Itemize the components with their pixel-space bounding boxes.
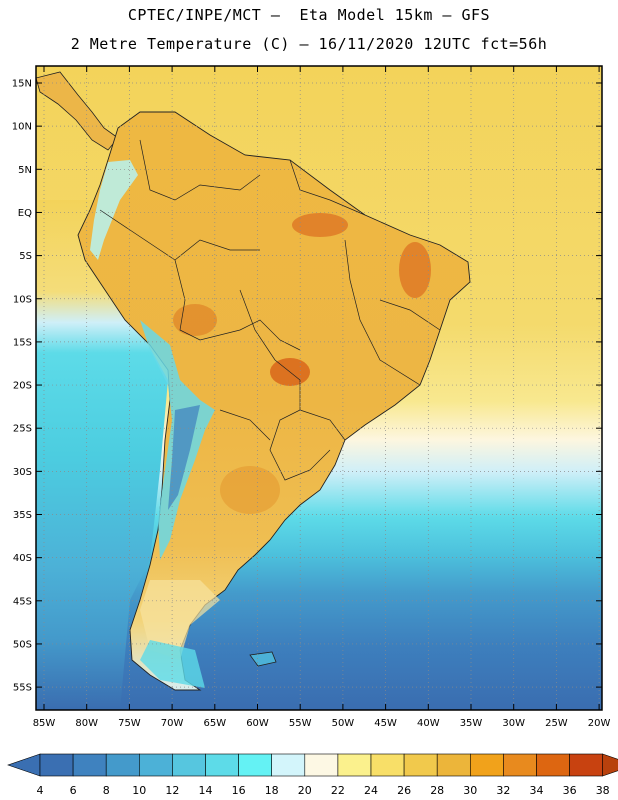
- colorbar-value-label: 20: [298, 784, 312, 797]
- colorbar-swatch: [139, 753, 173, 777]
- colorbar-value-label: 38: [596, 784, 610, 797]
- latitude-label: 45S: [13, 596, 32, 607]
- latitude-label: 40S: [13, 553, 32, 564]
- map-title: CPTEC/INPE/MCT – Eta Model 15km – GFS: [127, 6, 491, 24]
- latitude-label: 10S: [13, 294, 32, 305]
- colorbar-swatch: [370, 753, 405, 777]
- colorbar-swatch: [337, 753, 372, 777]
- colorbar-value-label: 28: [430, 784, 444, 797]
- map-frame: [35, 65, 603, 711]
- colorbar-value-label: 18: [265, 784, 279, 797]
- colorbar-swatch: [72, 753, 107, 777]
- longitude-label: 35W: [460, 718, 483, 729]
- longitude-label: 55W: [289, 718, 312, 729]
- color-legend: 4 6 8 10 12 14 16 18 20 22 24 26 28 30 32 34 36 38: [7, 753, 618, 797]
- latitude-label: 5N: [18, 165, 32, 176]
- longitude-label: 45W: [374, 718, 397, 729]
- colorbar-value-label: 36: [563, 784, 577, 797]
- colorbar-value-label: 12: [165, 784, 179, 797]
- colorbar-value-label: 32: [496, 784, 510, 797]
- colorbar-value-label: 8: [103, 784, 110, 797]
- longitude-label: 85W: [33, 718, 56, 729]
- longitude-axis: 85W 80W 75W 70W 65W 60W 55W 50W 45W 40W 35W 30W 25W 2…: [33, 66, 611, 729]
- longitude-label: 30W: [502, 718, 525, 729]
- colorbar-swatch: [304, 753, 339, 777]
- latitude-label: 55S: [13, 683, 32, 694]
- hot-spot-bolivia: [173, 304, 217, 336]
- longitude-label: 40W: [417, 718, 440, 729]
- latitude-label: 15N: [12, 79, 32, 90]
- graticule: [36, 66, 602, 710]
- longitude-label: 70W: [161, 718, 184, 729]
- colorbar-value-label: 16: [232, 784, 246, 797]
- colorbar-value-label: 6: [70, 784, 77, 797]
- longitude-label: 20W: [588, 718, 611, 729]
- colorbar-swatch: [39, 753, 74, 777]
- country-borders: [99, 139, 441, 481]
- colorbar-value-label: 14: [199, 784, 213, 797]
- latitude-label: 10N: [12, 122, 32, 133]
- longitude-label: 25W: [545, 718, 568, 729]
- colorbar-swatch: [205, 753, 239, 777]
- colorbar-value-label: 24: [364, 784, 378, 797]
- colorbar-swatch: [403, 753, 438, 777]
- colorbar-value-label: 26: [397, 784, 411, 797]
- colorbar-swatch: [469, 753, 504, 777]
- latitude-label: 5S: [19, 251, 32, 262]
- falkland-islands: [249, 651, 277, 667]
- longitude-label: 65W: [203, 718, 226, 729]
- latitude-label: 30S: [13, 467, 32, 478]
- hot-spot-para: [292, 213, 348, 237]
- latitude-axis: 15N 10N 5N EQ 5S 10S 15S 20S 25S 30S 35S 40S 45S 50S 5…: [12, 79, 602, 694]
- colorbar-swatch: [238, 753, 273, 777]
- colorbar-swatch: [503, 753, 537, 777]
- andes-high-peaks: [168, 405, 200, 510]
- latitude-label: 25S: [13, 424, 32, 435]
- longitude-label: 50W: [332, 718, 355, 729]
- colorbar-value-label: 34: [530, 784, 544, 797]
- colorbar-value-label: 22: [331, 784, 345, 797]
- colorbar-swatch: [271, 753, 306, 777]
- colorbar-swatch: [105, 753, 140, 777]
- colorbar-value-label: 10: [132, 784, 146, 797]
- patagonia-cool-zone: [140, 580, 220, 660]
- latitude-label: 50S: [13, 639, 32, 650]
- colorbar-swatch: [436, 753, 471, 777]
- colorbar-value-label: 4: [37, 784, 44, 797]
- colorbar-left-arrow: [7, 753, 41, 777]
- latitude-label: 15S: [13, 337, 32, 348]
- longitude-label: 80W: [75, 718, 98, 729]
- latitude-label: 35S: [13, 510, 32, 521]
- colorbar-value-label: 30: [463, 784, 477, 797]
- map-field: [36, 66, 602, 710]
- tierra-del-fuego-cold-zone: [140, 640, 205, 688]
- andes-north-cold-zone: [90, 160, 138, 260]
- map-subtitle: 2 Metre Temperature (C) – 16/11/2020 12U…: [70, 35, 548, 53]
- colorbar-swatch: [172, 753, 206, 777]
- longitude-label: 60W: [246, 718, 269, 729]
- longitude-label: 75W: [118, 718, 141, 729]
- latitude-label: 20S: [13, 381, 32, 392]
- colorbar-right-arrow: [602, 753, 618, 777]
- latitude-label: EQ: [18, 208, 32, 219]
- warm-zone-argentina: [220, 466, 280, 514]
- hot-spot-northeast: [399, 242, 431, 298]
- colorbar-swatch: [569, 753, 603, 777]
- colorbar-swatch: [536, 753, 570, 777]
